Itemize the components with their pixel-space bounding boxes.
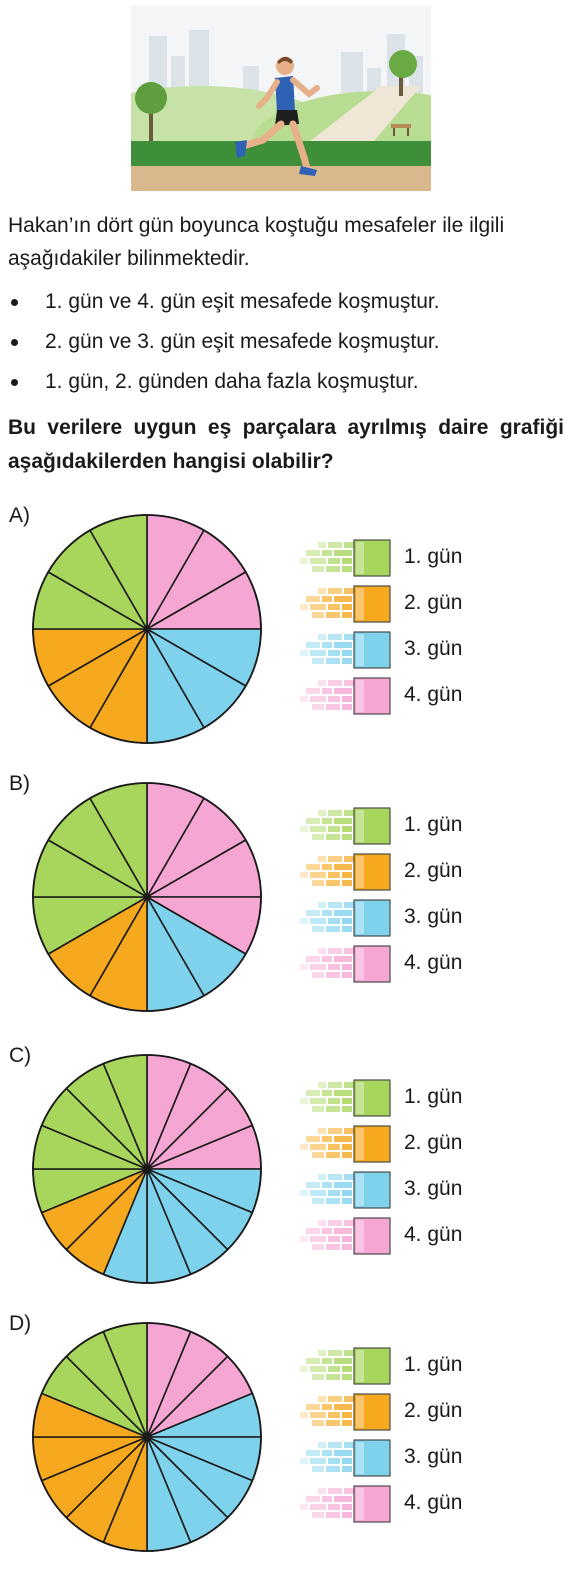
pie-chart xyxy=(32,514,262,744)
brick-swatch-icon xyxy=(300,631,391,669)
option-label: C) xyxy=(9,1044,32,1067)
option-label: B) xyxy=(9,772,30,795)
brick-swatch-icon xyxy=(300,1393,391,1431)
legend-label: 2. gün xyxy=(404,859,463,882)
condition-list: 1. gün ve 4. gün eşit mesafede koşmuştur… xyxy=(8,282,564,402)
pie-outline xyxy=(32,1054,262,1284)
legend-item-day2: 2. gün xyxy=(298,1392,498,1438)
pie-chart xyxy=(32,1054,262,1284)
pie-center-dot xyxy=(143,1433,151,1441)
legend-label: 4. gün xyxy=(404,1223,463,1246)
legend-item-day2: 2. gün xyxy=(298,1124,498,1170)
brick-swatch-icon xyxy=(300,1439,391,1477)
pie-center-dot xyxy=(143,625,151,633)
option-label: A) xyxy=(9,504,30,527)
legend-item-day4: 4. gün xyxy=(298,1216,498,1262)
legend-item-day1: 1. gün xyxy=(298,1078,498,1124)
legend-label: 3. gün xyxy=(404,1445,463,1468)
legend-label: 4. gün xyxy=(404,951,463,974)
pie-center-dot xyxy=(143,1165,151,1173)
brick-swatch-icon xyxy=(300,1347,391,1385)
legend-item-day1: 1. gün xyxy=(298,806,498,852)
brick-swatch-icon xyxy=(300,1125,391,1163)
legend-label: 4. gün xyxy=(404,683,463,706)
legend-label: 2. gün xyxy=(404,1399,463,1422)
pie-outline xyxy=(32,1322,262,1552)
legend-label: 1. gün xyxy=(404,813,463,836)
brick-swatch-icon xyxy=(300,585,391,623)
legend-item-day3: 3. gün xyxy=(298,1170,498,1216)
legend-item-day3: 3. gün xyxy=(298,898,498,944)
option-a[interactable]: A) 1. gün 2. gün 3. gün 4. gün xyxy=(0,504,571,754)
legend-item-day2: 2. gün xyxy=(298,584,498,630)
legend: 1. gün 2. gün 3. gün 4. gün xyxy=(298,806,498,990)
pie-outline xyxy=(32,514,262,744)
legend: 1. gün 2. gün 3. gün 4. gün xyxy=(298,1078,498,1262)
pie-chart xyxy=(32,782,262,1012)
option-d[interactable]: D) 1. gün 2. gün 3. gün 4. gün xyxy=(0,1312,571,1562)
legend-label: 1. gün xyxy=(404,1353,463,1376)
condition-item: 2. gün ve 3. gün eşit mesafede koşmuştur… xyxy=(8,322,564,362)
brick-swatch-icon xyxy=(300,945,391,983)
legend: 1. gün 2. gün 3. gün 4. gün xyxy=(298,1346,498,1530)
brick-swatch-icon xyxy=(300,677,391,715)
legend-label: 3. gün xyxy=(404,637,463,660)
brick-swatch-icon xyxy=(300,899,391,937)
brick-swatch-icon xyxy=(300,539,391,577)
legend-label: 4. gün xyxy=(404,1491,463,1514)
question-prompt: Bu verilere uygun eş parçalara ayrılmış … xyxy=(8,416,564,473)
brick-swatch-icon xyxy=(300,1217,391,1255)
brick-swatch-icon xyxy=(300,1079,391,1117)
legend-label: 1. gün xyxy=(404,1085,463,1108)
legend-label: 2. gün xyxy=(404,1131,463,1154)
brick-swatch-icon xyxy=(300,807,391,845)
legend-label: 3. gün xyxy=(404,1177,463,1200)
pie-chart xyxy=(32,1322,262,1552)
condition-item: 1. gün ve 4. gün eşit mesafede koşmuştur… xyxy=(8,282,564,322)
option-c[interactable]: C) 1. gün 2. gün 3. gün 4. gün xyxy=(0,1044,571,1294)
legend-item-day3: 3. gün xyxy=(298,1438,498,1484)
option-b[interactable]: B) 1. gün 2. gün 3. gün 4. gün xyxy=(0,772,571,1022)
legend-label: 1. gün xyxy=(404,545,463,568)
legend-item-day2: 2. gün xyxy=(298,852,498,898)
question-stem: Hakan’ın dört gün boyunca koştuğu mesafe… xyxy=(8,214,505,270)
pie-outline xyxy=(32,782,262,1012)
brick-swatch-icon xyxy=(300,1171,391,1209)
brick-swatch-icon xyxy=(300,1485,391,1523)
legend-label: 2. gün xyxy=(404,591,463,614)
pie-center-dot xyxy=(143,893,151,901)
legend-item-day1: 1. gün xyxy=(298,1346,498,1392)
legend-item-day1: 1. gün xyxy=(298,538,498,584)
brick-swatch-icon xyxy=(300,853,391,891)
legend-item-day4: 4. gün xyxy=(298,1484,498,1530)
legend-label: 3. gün xyxy=(404,905,463,928)
legend-item-day4: 4. gün xyxy=(298,944,498,990)
condition-item: 1. gün, 2. günden daha fazla koşmuştur. xyxy=(8,362,564,402)
legend-item-day3: 3. gün xyxy=(298,630,498,676)
runner-illustration xyxy=(131,6,431,191)
legend-item-day4: 4. gün xyxy=(298,676,498,722)
option-label: D) xyxy=(9,1312,32,1335)
legend: 1. gün 2. gün 3. gün 4. gün xyxy=(298,538,498,722)
